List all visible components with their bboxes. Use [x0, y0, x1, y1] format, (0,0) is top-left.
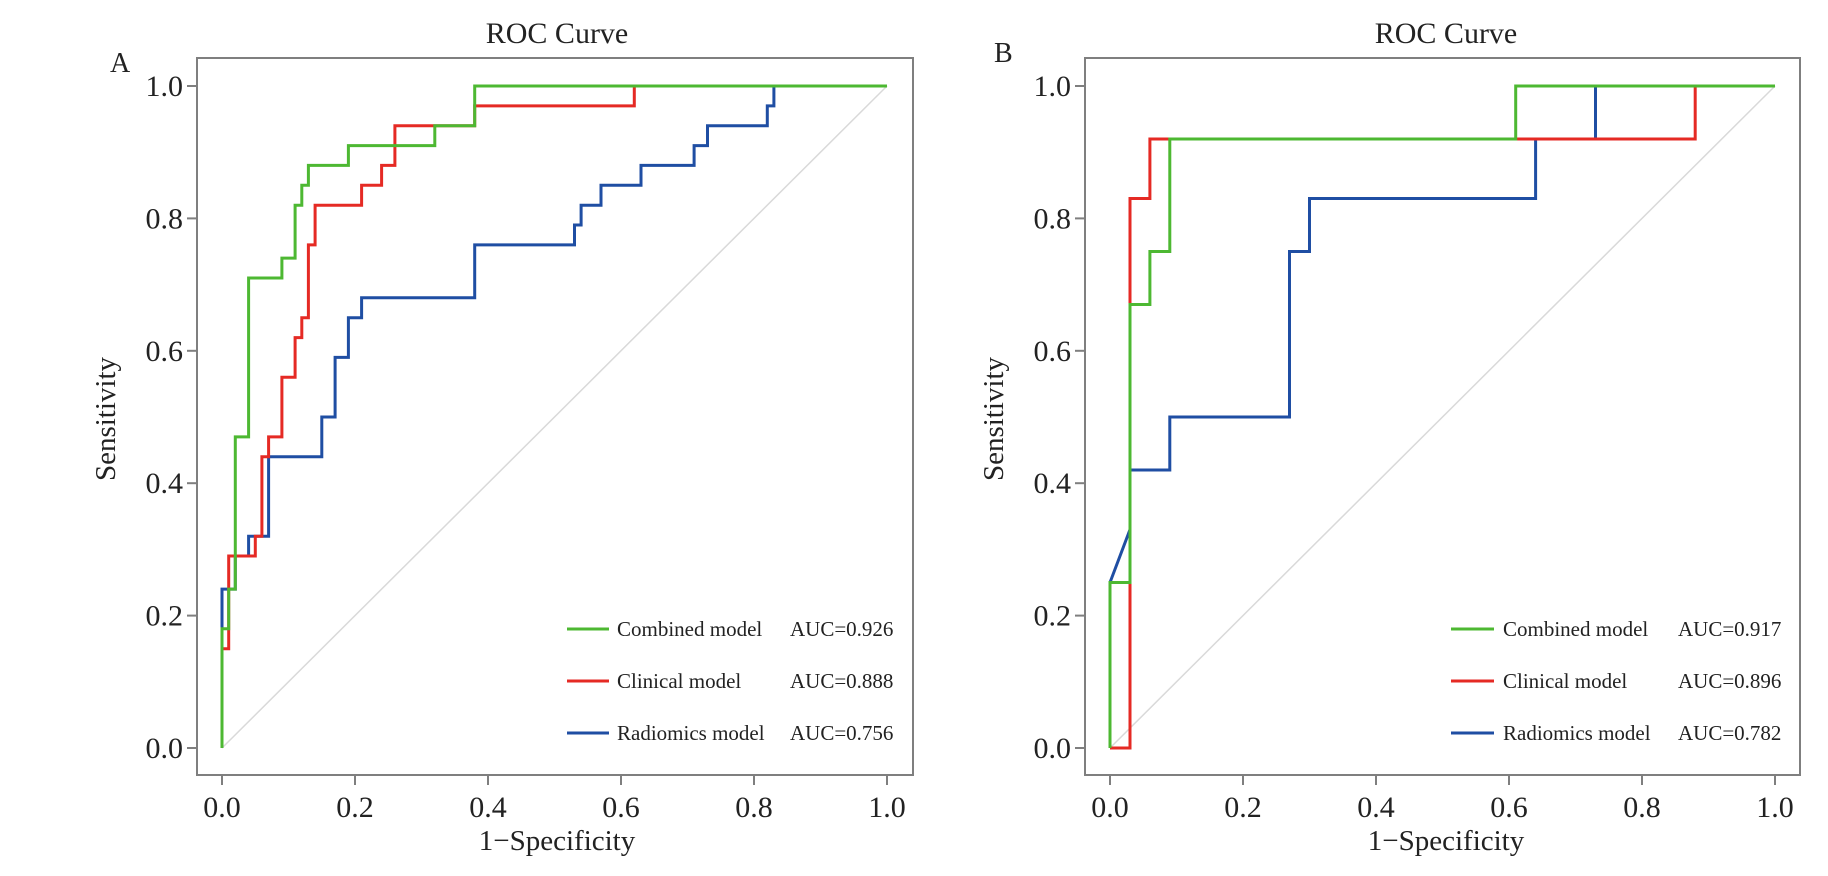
y-tick-label: 0.0	[146, 732, 184, 765]
legend-auc-combined-model: AUC=0.926	[790, 617, 893, 641]
x-tick-label: 0.6	[602, 791, 640, 824]
y-tick-label: 0.4	[146, 467, 184, 500]
legend-auc-radiomics-model: AUC=0.782	[1678, 721, 1781, 745]
legend-label-clinical-model: Clinical model	[617, 669, 741, 693]
legend-label-clinical-model: Clinical model	[1503, 669, 1627, 693]
x-tick-label: 0.4	[469, 791, 507, 824]
y-tick-label: 0.8	[146, 202, 184, 235]
legend-auc-clinical-model: AUC=0.896	[1678, 669, 1781, 693]
chart-title-a: ROC Curve	[486, 17, 629, 50]
roc-line-radiomics-model-b	[1108, 84, 1775, 584]
panel-letter-b: B	[994, 38, 1013, 69]
legend-label-combined-model: Combined model	[1503, 617, 1648, 641]
y-tick-label: 0.6	[146, 335, 184, 368]
x-tick-label: 0.2	[336, 791, 374, 824]
x-tick-label: 0.8	[735, 791, 773, 824]
x-axis-label-b: 1−Specificity	[1368, 825, 1525, 857]
legend-label-radiomics-model: Radiomics model	[1503, 721, 1651, 745]
x-axis-label-a: 1−Specificity	[479, 825, 636, 857]
x-tick-label: 1.0	[1756, 791, 1794, 824]
legend-auc-combined-model: AUC=0.917	[1678, 617, 1781, 641]
reference-diagonal-b	[1109, 85, 1776, 749]
y-tick-label: 0.2	[1034, 600, 1072, 633]
legend-auc-radiomics-model: AUC=0.756	[790, 721, 893, 745]
chart-title-b: ROC Curve	[1375, 17, 1518, 50]
y-tick-label: 0.2	[146, 600, 184, 633]
plot-frame-b	[1084, 57, 1801, 776]
x-tick-label: 1.0	[868, 791, 906, 824]
roc-line-clinical-model-b	[1110, 84, 1775, 750]
reference-diagonal-a	[221, 85, 888, 749]
roc-line-combined-model-b	[1108, 84, 1775, 748]
roc-panel-b: B ROC Curve 1−Specificity Sensitivity 0.…	[978, 17, 1801, 857]
x-tick-label: 0.4	[1357, 791, 1395, 824]
y-tick-label: 0.8	[1034, 202, 1072, 235]
y-tick-label: 1.0	[146, 70, 184, 103]
y-axis-label-b: Sensitivity	[978, 356, 1010, 481]
x-tick-label: 0.6	[1490, 791, 1528, 824]
y-tick-label: 0.4	[1034, 467, 1072, 500]
legend-label-combined-model: Combined model	[617, 617, 762, 641]
roc-panel-a: A ROC Curve 1−Specificity Sensitivity 0.…	[90, 17, 914, 857]
y-tick-label: 0.6	[1034, 335, 1072, 368]
legend-label-radiomics-model: Radiomics model	[617, 721, 765, 745]
x-tick-label: 0.8	[1623, 791, 1661, 824]
x-tick-label: 0.0	[1091, 791, 1129, 824]
x-tick-label: 0.0	[203, 791, 241, 824]
panel-letter-a: A	[110, 48, 131, 79]
plot-frame-a	[196, 57, 914, 776]
legend-auc-clinical-model: AUC=0.888	[790, 669, 893, 693]
x-tick-label: 0.2	[1224, 791, 1262, 824]
y-tick-label: 0.0	[1034, 732, 1072, 765]
y-tick-label: 1.0	[1034, 70, 1072, 103]
y-axis-label-a: Sensitivity	[90, 356, 122, 481]
roc-line-combined-model-a	[220, 84, 887, 748]
roc-line-clinical-model-a	[220, 84, 887, 748]
